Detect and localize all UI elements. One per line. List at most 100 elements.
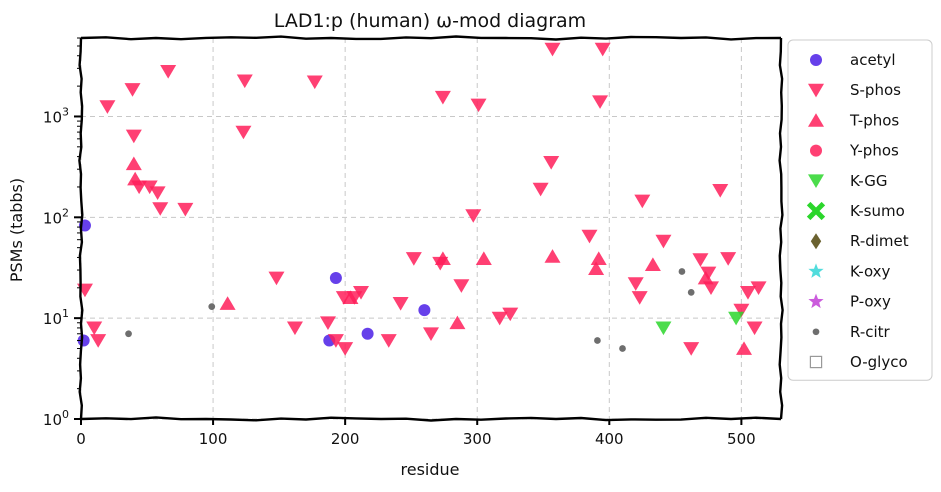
point-s-phos (90, 334, 107, 348)
point-s-phos (634, 194, 651, 209)
point-t-phos (697, 270, 714, 285)
point-s-phos (712, 183, 729, 198)
point-s-phos (236, 74, 253, 89)
legend-label-s-phos: S-phos (850, 81, 901, 99)
legend-marker-acetyl (810, 54, 822, 66)
point-s-phos (380, 334, 397, 348)
point-s-phos (750, 281, 767, 296)
point-s-phos (544, 42, 561, 57)
x-tick-label: 500 (727, 430, 756, 448)
point-s-phos (491, 311, 508, 326)
legend-marker-y-phos (810, 144, 822, 157)
chart-title: LAD1:p (human) ω-mod diagram (274, 10, 586, 32)
point-s-phos (319, 316, 336, 330)
point-t-phos (127, 171, 144, 186)
y-tick-exponent: 2 (62, 206, 69, 219)
grid-layer (80, 38, 781, 420)
legend-label-r-dimet: R-dimet (850, 232, 909, 250)
point-s-phos (700, 266, 717, 281)
x-tick-label: 0 (76, 430, 86, 448)
point-s-phos (627, 277, 644, 291)
point-s-phos (655, 234, 672, 249)
point-s-phos (353, 286, 369, 300)
point-t-phos (449, 315, 466, 330)
point-s-phos (581, 229, 598, 244)
point-s-phos (502, 307, 519, 322)
point-acetyl (361, 327, 374, 340)
x-axis-label: residue (401, 460, 460, 479)
point-r-citr (619, 345, 626, 352)
point-t-phos (342, 290, 359, 304)
legend-label-acetyl: acetyl (850, 51, 896, 69)
legend-label-p-oxy: P-oxy (850, 293, 891, 311)
legend-label-k-gg: K-GG (850, 172, 887, 190)
legend-box (787, 39, 933, 381)
point-t-phos (736, 341, 753, 355)
point-s-phos (327, 334, 344, 348)
point-t-phos (219, 296, 236, 310)
point-s-phos (594, 42, 611, 57)
x-tick-label: 300 (463, 430, 492, 448)
legend-marker-r-citr (812, 328, 820, 336)
legend-marker-k-oxy (808, 263, 824, 278)
point-r-citr (687, 289, 695, 296)
legend-label-t-phos: T-phos (849, 111, 899, 129)
point-s-phos (703, 281, 719, 296)
point-s-phos (631, 291, 648, 305)
legend-marker-p-oxy (808, 293, 824, 309)
point-s-phos (532, 182, 549, 197)
point-s-phos (152, 202, 169, 216)
x-tick-label: 200 (331, 430, 360, 448)
point-s-phos (692, 253, 709, 267)
point-s-phos (392, 297, 409, 311)
point-t-phos (588, 261, 605, 276)
y-tick-base: 10 (43, 108, 62, 126)
point-s-phos (470, 98, 487, 113)
y-tick-exponent: 1 (62, 307, 69, 320)
point-s-phos (453, 279, 470, 293)
legend-label-o-glyco: O-glyco (850, 353, 908, 371)
point-s-phos (465, 209, 482, 223)
y-tick-label: 103 (43, 105, 69, 126)
point-s-phos (268, 271, 285, 286)
point-s-phos (177, 202, 194, 217)
point-s-phos (739, 286, 756, 300)
y-tick-base: 10 (43, 310, 62, 328)
y-tick-base: 10 (43, 411, 62, 429)
point-s-phos (99, 100, 116, 114)
point-s-phos (746, 321, 763, 336)
point-s-phos (543, 156, 560, 170)
point-s-phos (337, 342, 354, 356)
point-s-phos (733, 303, 750, 318)
legend-marker-o-glyco (809, 355, 823, 369)
legend-label-k-oxy: K-oxy (850, 262, 891, 280)
legend-label-k-sumo: K-sumo (850, 202, 905, 220)
point-acetyl (418, 304, 431, 317)
point-s-phos (683, 342, 700, 356)
y-tick-exponent: 3 (62, 105, 69, 118)
point-s-phos (141, 180, 158, 195)
legend-marker-t-phos (808, 113, 824, 127)
point-s-phos (720, 252, 737, 266)
points-layer (76, 42, 767, 356)
y-tick-base: 10 (43, 209, 62, 227)
point-s-phos (86, 321, 103, 336)
legend-marker-s-phos (808, 83, 824, 98)
x-tick-label: 100 (199, 430, 228, 448)
legend-marker-k-sumo (806, 201, 826, 221)
point-s-phos (423, 327, 439, 341)
point-r-citr (678, 268, 686, 275)
y-axis-label: PSMs (tabbs) (7, 178, 26, 282)
point-t-phos (590, 251, 607, 265)
point-t-phos (544, 249, 561, 263)
point-s-phos (124, 83, 141, 97)
point-s-phos (592, 95, 609, 109)
point-r-citr (594, 337, 601, 344)
point-t-phos (125, 156, 142, 171)
point-r-citr (125, 330, 132, 338)
point-s-phos (149, 186, 166, 201)
point-t-phos (475, 251, 492, 265)
point-t-phos (434, 251, 451, 265)
